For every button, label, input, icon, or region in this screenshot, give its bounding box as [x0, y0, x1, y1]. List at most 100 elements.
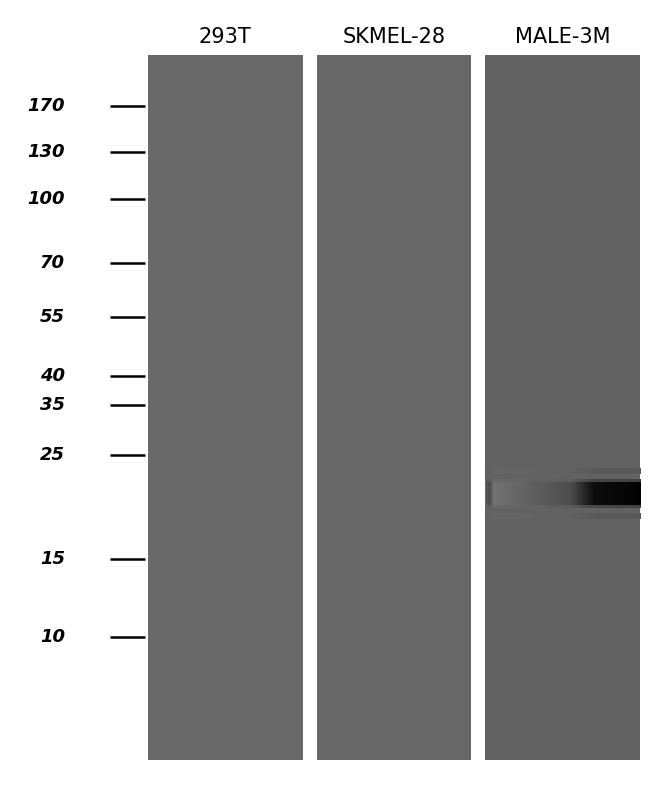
Bar	[525, 479, 526, 486]
Bar	[600, 482, 601, 505]
Bar	[495, 468, 496, 474]
Bar	[540, 468, 541, 474]
Bar	[610, 468, 612, 474]
Bar	[610, 502, 612, 508]
Bar	[596, 513, 597, 520]
Bar	[536, 479, 538, 486]
Bar	[581, 482, 582, 505]
Bar	[577, 468, 578, 474]
Bar	[593, 479, 594, 486]
Bar	[568, 513, 569, 520]
Bar	[526, 482, 528, 505]
Bar	[562, 502, 563, 508]
Bar	[563, 479, 564, 486]
Bar	[584, 502, 585, 508]
Bar	[527, 513, 528, 520]
Bar	[563, 468, 564, 474]
Bar	[545, 502, 546, 508]
Bar	[515, 468, 517, 474]
Bar	[568, 482, 569, 505]
Bar	[621, 502, 622, 508]
Bar	[522, 502, 523, 508]
Bar	[597, 502, 598, 508]
Bar	[538, 482, 539, 505]
Bar	[567, 502, 568, 508]
Bar	[594, 479, 595, 486]
Bar	[513, 468, 514, 474]
Bar	[494, 479, 495, 486]
Bar	[497, 502, 498, 508]
Bar	[621, 482, 622, 505]
Bar	[607, 468, 608, 474]
Bar	[605, 513, 606, 520]
Bar	[584, 479, 585, 486]
Bar	[522, 482, 523, 505]
Bar	[634, 468, 635, 474]
Bar	[578, 468, 580, 474]
Bar	[504, 482, 506, 505]
Bar	[486, 468, 487, 474]
Bar	[555, 513, 556, 520]
Bar	[570, 468, 571, 474]
Bar	[607, 513, 608, 520]
Bar	[513, 479, 514, 486]
Bar	[519, 482, 520, 505]
Bar	[518, 502, 519, 508]
Bar	[535, 468, 536, 474]
Bar	[499, 468, 500, 474]
Bar	[495, 479, 496, 486]
Bar	[612, 482, 613, 505]
Bar	[509, 479, 510, 486]
Bar	[531, 479, 532, 486]
Bar	[611, 479, 612, 486]
Bar	[509, 513, 510, 520]
Bar	[519, 479, 520, 486]
Bar	[622, 468, 623, 474]
Bar	[518, 479, 519, 486]
Bar	[505, 513, 506, 520]
Bar	[511, 482, 512, 505]
Bar	[498, 513, 499, 520]
Bar	[568, 502, 569, 508]
Bar	[583, 482, 584, 505]
Bar	[563, 482, 564, 505]
Bar	[507, 482, 508, 505]
Bar	[570, 479, 571, 486]
Bar	[526, 479, 528, 486]
Bar	[498, 482, 499, 505]
Bar	[560, 468, 562, 474]
Bar	[627, 468, 628, 474]
Bar	[623, 482, 625, 505]
Bar	[540, 513, 541, 520]
Bar	[491, 482, 492, 505]
Bar	[517, 513, 518, 520]
Bar	[534, 479, 535, 486]
Bar	[613, 482, 614, 505]
Bar	[612, 479, 613, 486]
Bar	[535, 513, 536, 520]
Bar	[575, 468, 577, 474]
Bar	[536, 482, 538, 505]
Bar	[534, 479, 536, 486]
Bar	[597, 468, 598, 474]
Bar	[500, 502, 502, 508]
Bar	[534, 502, 535, 508]
Bar	[504, 479, 506, 486]
Bar	[606, 482, 608, 505]
Bar	[538, 502, 539, 508]
Bar	[534, 502, 536, 508]
Bar	[586, 513, 587, 520]
Bar	[609, 482, 610, 505]
Bar	[551, 513, 552, 520]
Text: 35: 35	[40, 396, 65, 414]
Bar	[599, 479, 600, 486]
Bar	[541, 513, 543, 520]
Bar	[551, 479, 552, 486]
Bar	[488, 479, 489, 486]
Bar	[638, 482, 640, 505]
Bar	[520, 502, 521, 508]
Bar	[517, 513, 518, 520]
Bar	[543, 513, 544, 520]
Bar	[628, 468, 629, 474]
Bar	[553, 479, 554, 486]
